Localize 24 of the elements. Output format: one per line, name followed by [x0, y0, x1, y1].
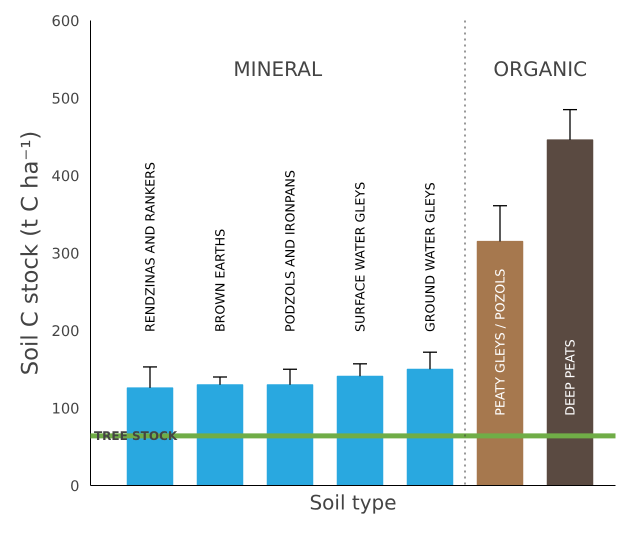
x-tick-label: SURFACE WATER GLEYS	[352, 182, 368, 332]
annotation: MINERAL	[233, 56, 323, 81]
y-tick-label: 600	[52, 13, 80, 30]
y-tick-label: 200	[52, 323, 80, 340]
x-tick-label: PODZOLS AND IRONPANS	[282, 170, 298, 332]
y-tick-label: 400	[52, 168, 80, 185]
x-axis-title: Soil type	[309, 490, 397, 514]
y-tick-label: 100	[52, 400, 80, 418]
y-axis-title: Soil C stock (t C ha⁻¹)	[18, 130, 44, 376]
bar	[406, 368, 454, 486]
x-tick-label: GROUND WATER GLEYS	[422, 182, 438, 332]
bar	[266, 384, 314, 486]
x-tick-label: DEEP PEATS	[562, 339, 578, 416]
annotation: ORGANIC	[493, 56, 588, 81]
bar	[196, 384, 244, 486]
y-tick-label: 300	[52, 246, 80, 262]
x-tick-label: RENDZINAS AND RANKERS	[142, 162, 158, 332]
bar	[546, 139, 594, 486]
y-tick-label: 0	[70, 478, 80, 495]
x-tick-label: BROWN EARTHS	[212, 228, 228, 332]
x-tick-label: PEATY GLEYS / POZOLS	[492, 268, 508, 416]
y-tick-label: 500	[52, 90, 80, 108]
bar	[336, 376, 384, 486]
bar	[476, 240, 524, 486]
